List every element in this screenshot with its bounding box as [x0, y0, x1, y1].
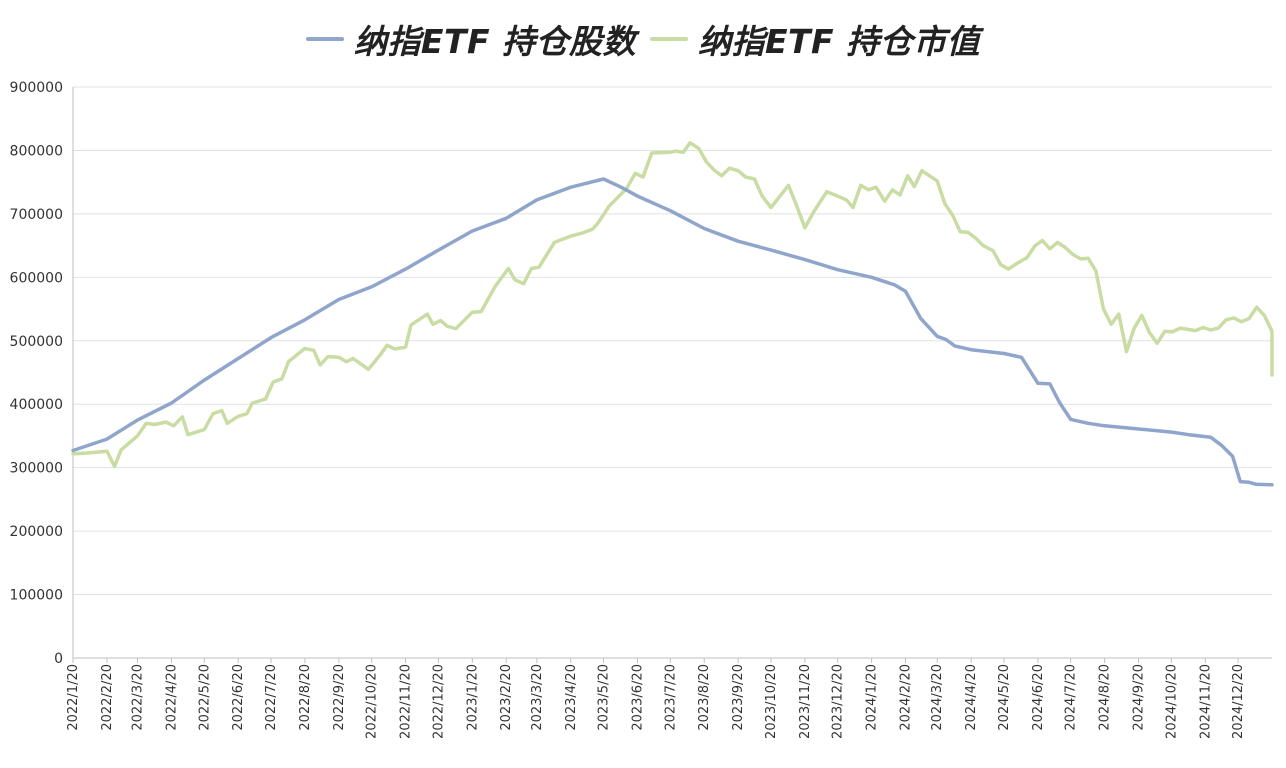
legend-item-market-value: 纳指ETF 持仓市值 [650, 15, 980, 63]
x-axis-ticks: 2022/1/20 2022/2/20 2022/3/20 2022/4/20 2022… [66, 664, 1246, 739]
x-tick-label: 2022/3/20 [131, 664, 146, 731]
y-tick-label: 800000 [10, 143, 63, 159]
x-tick-label: 2023/10/20 [764, 664, 779, 739]
x-tick-label: 2023/5/20 [597, 664, 612, 731]
x-tick-label: 2023/9/20 [731, 664, 746, 731]
x-tick-label: 2024/8/20 [1098, 664, 1113, 731]
y-tick-label: 900000 [10, 80, 63, 96]
x-tick-label: 2022/10/20 [365, 664, 380, 739]
y-tick-label: 400000 [10, 397, 63, 413]
y-tick-label: 200000 [10, 524, 63, 540]
x-tick-label: 2024/1/20 [865, 664, 880, 731]
x-tick-label: 2022/6/20 [231, 664, 246, 731]
x-tick-label: 2023/2/20 [499, 664, 514, 731]
x-tick-label: 2022/11/20 [399, 664, 414, 739]
x-tick-label: 2022/2/20 [100, 664, 115, 731]
x-tick-label: 2024/5/20 [997, 664, 1012, 731]
y-tick-label: 100000 [10, 588, 63, 604]
x-tick-label: 2023/7/20 [663, 664, 678, 731]
y-tick-label: 600000 [10, 270, 63, 286]
x-tick-label: 2024/6/20 [1031, 664, 1046, 731]
x-tick-label: 2022/4/20 [164, 664, 179, 731]
x-tick-label: 2024/7/20 [1064, 664, 1079, 731]
grid-lines [73, 86, 1272, 596]
x-tick-label: 2022/12/20 [431, 664, 446, 739]
x-tick-label: 2022/1/20 [66, 664, 81, 731]
x-tick-label: 2022/5/20 [197, 664, 212, 731]
y-tick-label: 500000 [10, 334, 63, 350]
x-tick-label: 2023/11/20 [798, 664, 813, 739]
legend-swatch-shares [305, 37, 344, 41]
x-tick-label: 2024/11/20 [1198, 664, 1213, 739]
x-tick-label: 2023/12/20 [831, 664, 846, 739]
x-tick-label: 2023/4/20 [564, 664, 579, 731]
series-line-market-value [71, 141, 1274, 469]
legend-item-shares: 纳指ETF 持仓股数 [305, 15, 636, 63]
y-axis-ticks: 0 100000 200000 300000 400000 500000 600000 700… [10, 80, 63, 667]
series-lines [71, 141, 1274, 487]
x-tick-label: 2024/9/20 [1132, 664, 1147, 731]
legend-swatch-market-value [650, 37, 688, 41]
x-tick-label: 2022/8/20 [298, 664, 313, 731]
x-tick-label: 2024/4/20 [964, 664, 979, 731]
y-tick-label: 300000 [10, 461, 63, 477]
x-tick-label: 2024/3/20 [930, 664, 945, 731]
y-tick-label: 700000 [10, 207, 63, 223]
x-tick-label: 2022/7/20 [264, 664, 279, 731]
x-tick-label: 2023/6/20 [630, 664, 645, 731]
chart-legend: 纳指ETF 持仓股数 纳指ETF 持仓市值 [0, 14, 1286, 64]
y-tick-label: 0 [54, 651, 63, 667]
x-tick-label: 2023/8/20 [697, 664, 712, 731]
x-tick-label: 2024/12/20 [1231, 664, 1246, 739]
x-tick-label: 2023/1/20 [465, 664, 480, 731]
series-line-shares [71, 177, 1274, 487]
axes [72, 87, 1272, 663]
x-tick-label: 2023/3/20 [530, 664, 545, 731]
x-tick-label: 2024/2/20 [899, 664, 914, 731]
legend-label-market-value: 纳指ETF 持仓市值 [698, 22, 981, 61]
x-tick-label: 2022/9/20 [332, 664, 347, 731]
legend-label-shares: 纳指ETF 持仓股数 [353, 22, 636, 61]
x-tick-label: 2024/10/20 [1164, 664, 1179, 739]
